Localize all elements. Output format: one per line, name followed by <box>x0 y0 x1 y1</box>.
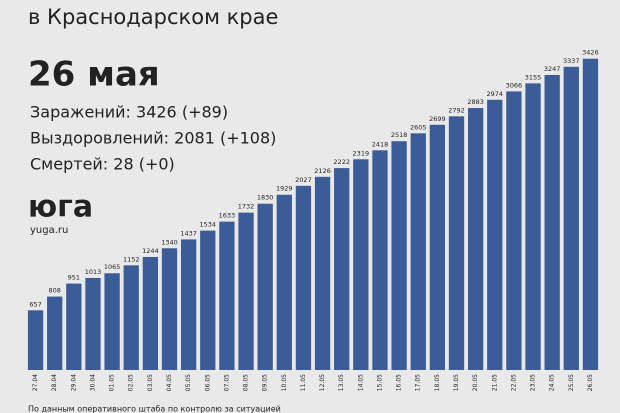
bar <box>525 83 541 371</box>
x-tick-label: 16.05 <box>396 374 403 391</box>
x-tick-label: 08.05 <box>243 374 250 391</box>
x-tick-label: 28.04 <box>51 374 58 391</box>
x-tick-label: 15.05 <box>376 374 383 391</box>
x-tick-label: 07.05 <box>223 374 230 391</box>
value-label: 2319 <box>353 149 370 157</box>
value-label: 3426 <box>582 49 599 57</box>
x-tick-label: 19.05 <box>453 374 460 391</box>
x-tick-label: 12.05 <box>319 374 326 391</box>
x-tick-label: 14.05 <box>357 374 364 391</box>
bar <box>563 66 579 370</box>
x-tick-label: 17.05 <box>415 374 422 391</box>
value-label: 2699 <box>429 115 446 123</box>
value-label: 1732 <box>238 203 255 211</box>
bar <box>219 221 235 370</box>
bar <box>66 283 82 370</box>
value-label: 2883 <box>467 98 484 106</box>
bar <box>582 58 599 371</box>
value-label: 3247 <box>544 65 561 73</box>
value-label: 1929 <box>276 185 293 193</box>
x-tick-label: 18.05 <box>434 374 441 391</box>
stat-line: Выздоровлений: 2081 (+108) <box>30 129 276 148</box>
value-label: 1633 <box>219 212 236 220</box>
value-label: 1152 <box>123 255 140 263</box>
bar <box>467 108 484 370</box>
value-label: 1340 <box>161 238 178 246</box>
stat-line: Заражений: 3426 (+89) <box>30 103 228 122</box>
bar <box>180 239 197 370</box>
x-tick-label: 04.05 <box>166 374 173 391</box>
bar <box>104 273 120 370</box>
x-tick-label: 01.05 <box>109 374 116 391</box>
value-label: 1065 <box>104 263 121 271</box>
x-tick-label: 29.04 <box>70 374 77 391</box>
value-label: 2792 <box>448 106 465 114</box>
value-label: 2027 <box>295 176 312 184</box>
bar <box>544 74 560 371</box>
bar <box>47 296 63 370</box>
source: По данным оперативного штаба по контролю… <box>28 405 281 413</box>
bar <box>334 168 350 370</box>
value-label: 2126 <box>314 167 331 175</box>
x-tick-label: 24.05 <box>549 374 556 391</box>
chart-title: в Краснодарском крае <box>28 5 278 29</box>
x-tick-label: 02.05 <box>128 374 135 391</box>
bar <box>487 99 503 370</box>
bar <box>448 116 465 370</box>
x-tick-label: 27.04 <box>32 374 39 391</box>
x-tick-label: 21.05 <box>491 374 498 391</box>
value-label: 3337 <box>563 57 580 65</box>
value-label: 2518 <box>391 131 408 139</box>
value-label: 657 <box>29 300 41 308</box>
site: yuga.ru <box>30 225 68 236</box>
value-label: 1830 <box>257 194 274 202</box>
bar <box>506 91 522 370</box>
x-tick-label: 03.05 <box>147 374 154 391</box>
value-label: 2418 <box>372 140 389 148</box>
x-tick-label: 09.05 <box>262 374 269 391</box>
value-label: 1244 <box>142 247 159 255</box>
value-label: 3066 <box>506 81 523 89</box>
bar <box>410 133 426 370</box>
x-tick-label: 26.05 <box>587 374 594 391</box>
bar <box>372 150 388 370</box>
bar <box>142 256 159 370</box>
x-tick-label: 23.05 <box>530 374 537 391</box>
bar <box>276 194 292 370</box>
value-label: 2974 <box>486 90 503 98</box>
bar <box>27 310 44 370</box>
bar <box>429 124 446 370</box>
bar <box>161 248 178 370</box>
value-label: 2222 <box>333 158 350 166</box>
stat-line: Смертей: 28 (+0) <box>30 155 175 174</box>
x-tick-label: 11.05 <box>300 374 307 391</box>
x-tick-label: 30.04 <box>89 374 96 391</box>
bar <box>314 176 331 370</box>
bar <box>123 265 139 370</box>
value-label: 1013 <box>85 268 102 276</box>
bar <box>353 159 369 370</box>
bar <box>295 185 312 370</box>
value-label: 951 <box>68 274 80 282</box>
value-label: 2605 <box>410 123 427 131</box>
x-tick-label: 13.05 <box>338 374 345 391</box>
bar <box>391 141 407 370</box>
value-label: 1534 <box>199 221 216 229</box>
value-label: 808 <box>48 287 60 295</box>
bar <box>238 212 254 370</box>
value-label: 3155 <box>525 73 542 81</box>
bar <box>200 230 216 370</box>
x-tick-label: 20.05 <box>472 374 479 391</box>
bar <box>85 277 101 370</box>
value-label: 1437 <box>180 229 197 237</box>
bar <box>257 203 273 370</box>
x-tick-label: 05.05 <box>185 374 192 391</box>
x-tick-label: 25.05 <box>568 374 575 391</box>
x-tick-label: 06.05 <box>204 374 211 391</box>
x-tick-label: 10.05 <box>281 374 288 391</box>
date-heading: 26 мая <box>28 55 160 95</box>
x-tick-label: 22.05 <box>510 374 517 391</box>
brand-logo: юга <box>28 190 93 225</box>
